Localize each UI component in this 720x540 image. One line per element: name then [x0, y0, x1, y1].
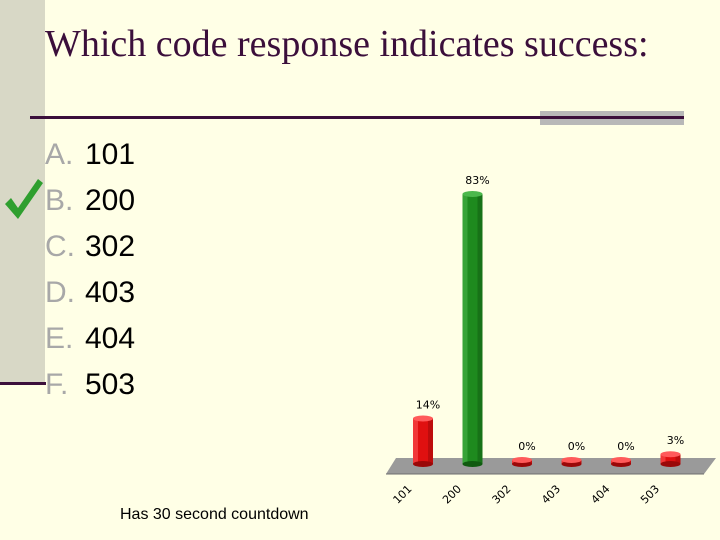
countdown-note: Has 30 second countdown	[120, 506, 309, 523]
value-label-302: 0%	[518, 440, 535, 453]
category-label-200: 200	[440, 483, 464, 507]
category-label-101: 101	[391, 483, 415, 507]
answer-b[interactable]: B. 200	[45, 178, 135, 224]
category-label-503: 503	[638, 483, 662, 507]
answer-text: 403	[85, 276, 136, 309]
category-label-403: 403	[539, 483, 563, 507]
bar-101	[413, 415, 433, 467]
bar-503	[660, 451, 681, 467]
answer-letter: F.	[45, 368, 69, 401]
answer-text: 302	[85, 230, 136, 263]
answer-e[interactable]: E. 404	[45, 316, 135, 362]
answer-text: 200	[85, 184, 136, 217]
left-accent-bar	[0, 0, 45, 385]
category-label-404: 404	[589, 483, 613, 507]
answer-letter: C.	[45, 230, 75, 263]
slide-title: Which code response indicates success:	[45, 23, 649, 65]
bar-403	[561, 457, 582, 467]
answer-letter: D.	[45, 276, 75, 309]
answer-list: A. 101 B. 200 C. 302 D. 403 E. 404 F. 503	[45, 132, 135, 408]
answer-text: 404	[85, 322, 136, 355]
category-label-302: 302	[490, 483, 514, 507]
value-label-403: 0%	[568, 440, 585, 453]
answer-letter: E.	[45, 322, 74, 355]
answer-text: 101	[85, 138, 136, 171]
answer-c[interactable]: C. 302	[45, 224, 135, 270]
value-label-404: 0%	[617, 440, 634, 453]
answer-letter: B.	[45, 184, 74, 217]
answer-a[interactable]: A. 101	[45, 132, 135, 178]
value-label-101: 14%	[416, 398, 440, 411]
checkmark-icon	[5, 179, 43, 219]
left-accent-rule	[0, 382, 46, 385]
bar-302	[512, 457, 532, 467]
title-underline	[30, 116, 684, 119]
bar-200	[462, 191, 483, 467]
bar-404	[611, 457, 631, 467]
answer-f[interactable]: F. 503	[45, 362, 135, 408]
answer-d[interactable]: D. 403	[45, 270, 135, 316]
answer-letter: A.	[45, 138, 74, 171]
value-label-503: 3%	[667, 434, 684, 447]
value-label-200: 83%	[465, 174, 489, 187]
answer-text: 503	[85, 368, 136, 401]
